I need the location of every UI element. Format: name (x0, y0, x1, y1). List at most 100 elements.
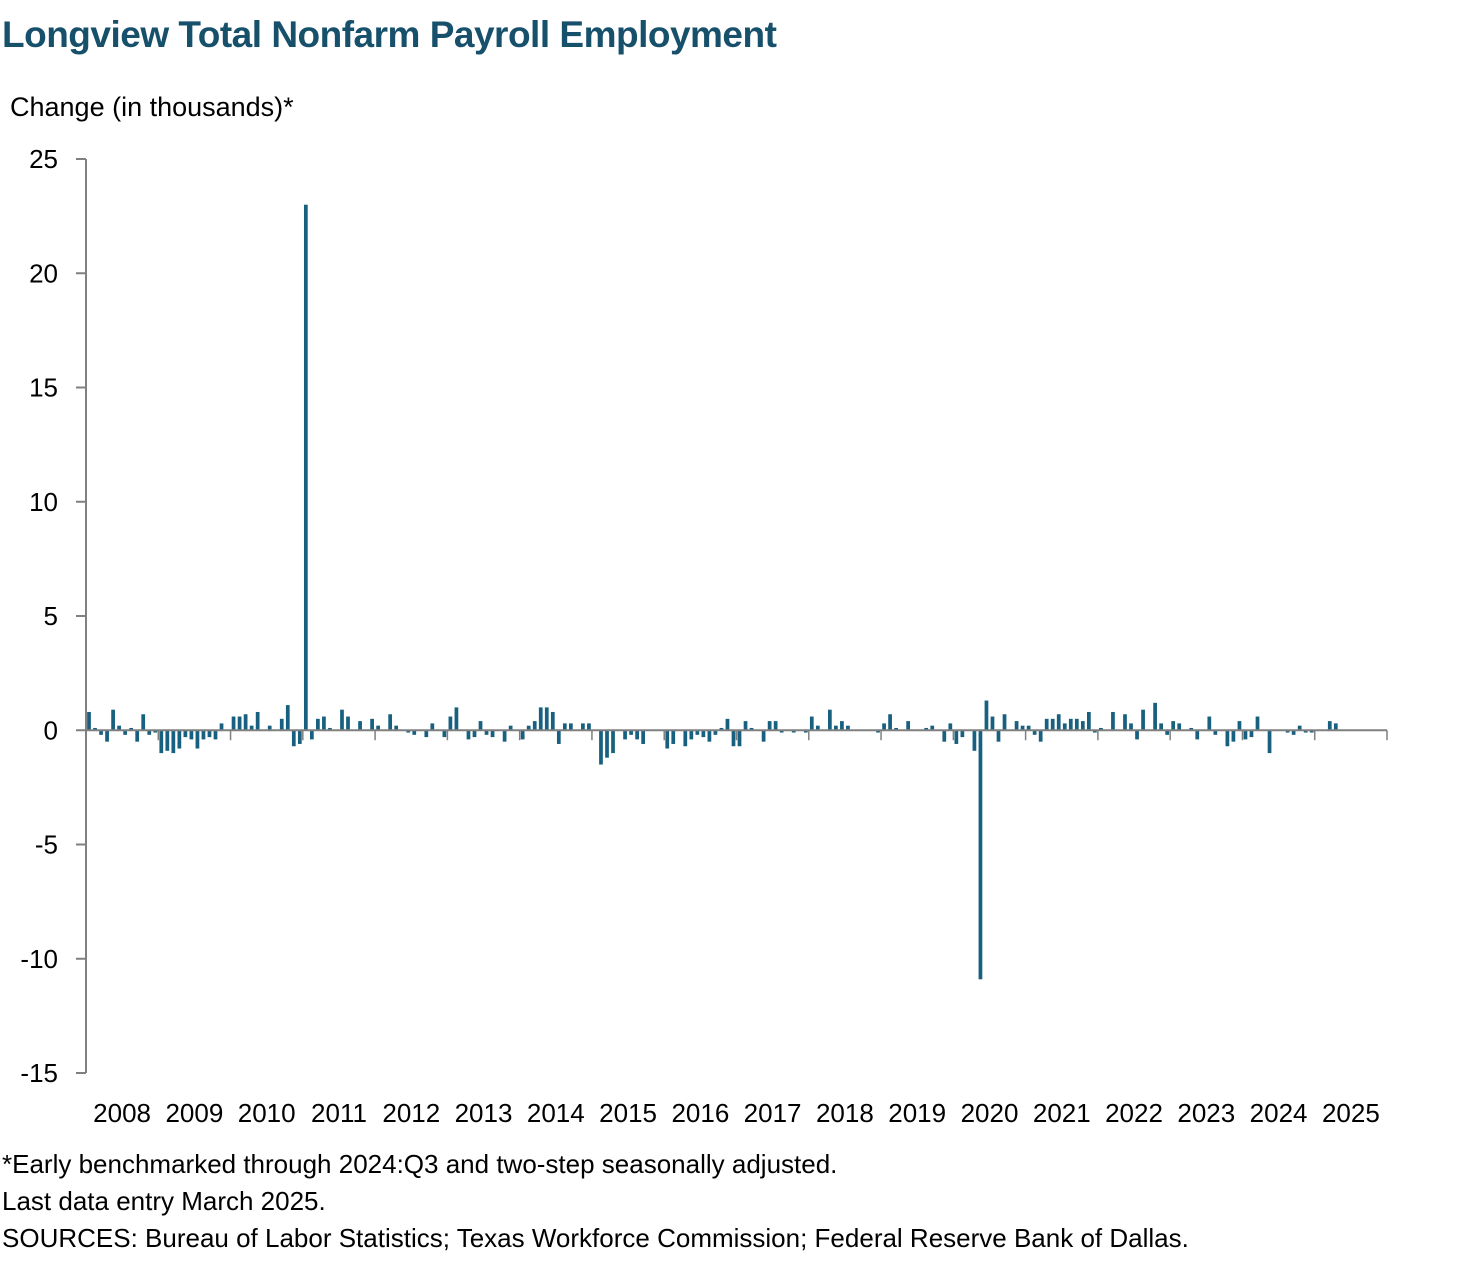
x-tick-label: 2016 (671, 1098, 729, 1128)
bar (1267, 730, 1272, 754)
bar (743, 721, 748, 731)
bar (1237, 721, 1242, 731)
bar (809, 716, 814, 731)
bar (695, 730, 700, 735)
bar (376, 725, 380, 731)
bar (1213, 730, 1218, 735)
bar (1014, 721, 1019, 731)
bar (171, 730, 176, 754)
bar (1303, 730, 1308, 733)
bar (1093, 730, 1097, 733)
bar (1255, 716, 1260, 731)
bar (779, 730, 784, 733)
bar (683, 730, 688, 747)
x-tick-label: 2014 (527, 1098, 585, 1128)
bar (1062, 723, 1067, 731)
bar (177, 730, 182, 749)
x-tick-label: 2015 (599, 1098, 657, 1128)
bar (1165, 730, 1170, 735)
bar (231, 716, 236, 731)
bar (484, 730, 489, 735)
bar (87, 711, 91, 731)
bar (328, 727, 332, 731)
bar (159, 730, 164, 754)
bar (201, 730, 206, 740)
bar (490, 730, 495, 738)
y-tick-label: 10 (29, 487, 58, 517)
bar (569, 723, 573, 731)
bar (478, 721, 483, 731)
bar (406, 730, 411, 733)
bar (629, 730, 633, 735)
y-tick-label: 20 (29, 258, 58, 288)
bar (1207, 716, 1212, 731)
bar (803, 730, 808, 733)
bar (984, 700, 989, 731)
x-tick-label: 2025 (1322, 1098, 1380, 1128)
bar (1123, 714, 1127, 731)
bar (876, 730, 880, 733)
bar (906, 721, 911, 731)
footnote-last-entry: Last data entry March 2025. (2, 1186, 326, 1216)
bar (1285, 730, 1290, 733)
bar (725, 718, 730, 731)
bar (303, 204, 308, 731)
bar (942, 730, 947, 742)
bar (147, 730, 152, 735)
bar (1291, 730, 1296, 735)
bar (1068, 718, 1073, 731)
bar (448, 716, 453, 731)
x-tick-label: 2010 (238, 1098, 296, 1128)
bar (761, 730, 766, 742)
bar (129, 727, 134, 731)
x-tick-label: 2012 (382, 1098, 440, 1128)
y-axis-label: Change (in thousands)* (10, 92, 294, 122)
bar (815, 725, 820, 731)
bar (1141, 709, 1145, 731)
bar (195, 730, 200, 749)
bar (599, 730, 603, 765)
bar (105, 730, 109, 742)
bar (466, 730, 471, 740)
footnote-sources: SOURCES: Bureau of Labor Statistics; Tex… (2, 1223, 1189, 1253)
y-tick-label: -10 (20, 944, 58, 974)
bar (111, 709, 115, 731)
bar (165, 730, 170, 751)
x-tick-label: 2020 (961, 1098, 1019, 1128)
x-tick-label: 2018 (816, 1098, 874, 1128)
bar (285, 705, 290, 731)
bar (827, 709, 832, 731)
bar (117, 725, 121, 731)
bar (442, 730, 447, 738)
y-tick-label: 0 (44, 715, 58, 745)
bar (1129, 723, 1133, 731)
bar (249, 725, 254, 731)
bar (358, 721, 362, 731)
bar (954, 730, 959, 744)
bar (213, 730, 218, 740)
bar (930, 725, 935, 731)
y-tick-label: -15 (20, 1058, 58, 1088)
bar (791, 730, 796, 733)
chart-title: Longview Total Nonfarm Payroll Employmen… (2, 14, 777, 55)
bar (1074, 718, 1079, 731)
bar (1153, 702, 1157, 731)
bar (846, 725, 850, 731)
x-tick-label: 2011 (311, 1098, 367, 1128)
bar (611, 730, 615, 754)
bar (310, 730, 314, 740)
y-tick-label: 5 (44, 601, 58, 631)
bar (1020, 725, 1025, 731)
bar (279, 718, 284, 731)
bar (840, 721, 844, 731)
bar (141, 714, 146, 731)
x-tick-label: 2022 (1105, 1098, 1163, 1128)
bar (1099, 727, 1103, 731)
bar (1111, 711, 1115, 731)
bar (502, 730, 507, 742)
x-tick-label: 2009 (165, 1098, 223, 1128)
bars-group (87, 204, 1344, 980)
bar (526, 725, 531, 731)
bar (135, 730, 140, 742)
